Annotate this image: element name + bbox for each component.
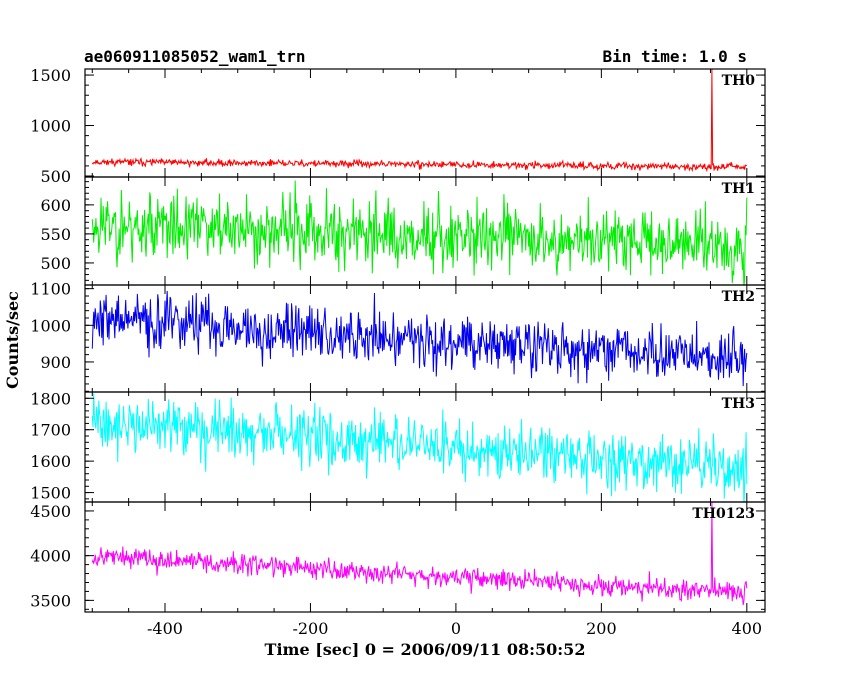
y-tick-label: 900 bbox=[40, 353, 71, 372]
y-tick-label: 1800 bbox=[30, 389, 71, 408]
series-line-th3 bbox=[91, 393, 748, 502]
y-tick-label: 3500 bbox=[30, 591, 71, 610]
series-line-th1 bbox=[91, 180, 748, 285]
x-axis: -400 -200 0 200 400 bbox=[147, 619, 762, 638]
x-tick-label: -200 bbox=[292, 619, 328, 638]
panel-label: TH1 bbox=[722, 181, 755, 197]
x-tick-label: -400 bbox=[147, 619, 183, 638]
panel-frame bbox=[84, 284, 766, 393]
x-tick-label: 200 bbox=[586, 619, 617, 638]
series-line-th2 bbox=[91, 290, 748, 387]
panel-th3: 1500 1600 1700 1800 TH3 bbox=[30, 389, 766, 503]
panel-frame bbox=[84, 501, 766, 613]
panel-label: TH0 bbox=[722, 73, 756, 89]
panels-layer: 500 1000 1500 TH0 500 550 600 TH1 900 1000 1100 TH2… bbox=[30, 66, 766, 638]
chart-title-right: Bin time: 1.0 s bbox=[603, 47, 748, 66]
y-tick-label: 1700 bbox=[30, 421, 71, 440]
panel-th0123: 3500 4000 4500 TH0123 bbox=[30, 501, 766, 613]
y-tick-label: 1500 bbox=[30, 484, 71, 503]
panel-th2: 900 1000 1100 TH2 bbox=[30, 280, 766, 393]
panel-label: TH3 bbox=[722, 396, 755, 412]
panel-label: TH0123 bbox=[692, 506, 755, 522]
y-tick-label: 1000 bbox=[30, 117, 71, 136]
y-tick-label: 600 bbox=[40, 196, 71, 215]
y-tick-label: 4500 bbox=[30, 502, 71, 521]
series-line-th0 bbox=[91, 69, 748, 173]
y-tick-label: 1100 bbox=[30, 280, 71, 299]
panel-th1: 500 550 600 TH1 bbox=[40, 176, 766, 286]
y-tick-label: 1600 bbox=[30, 452, 71, 471]
y-tick-label: 1000 bbox=[30, 316, 71, 335]
panel-label: TH2 bbox=[722, 289, 755, 305]
series-line-th0123 bbox=[91, 502, 748, 606]
y-tick-label: 550 bbox=[40, 225, 71, 244]
panel-th0: 500 1000 1500 TH0 bbox=[30, 66, 766, 186]
y-tick-label: 4000 bbox=[30, 547, 71, 566]
y-tick-label: 500 bbox=[40, 167, 71, 186]
chart-title-left: ae060911085052_wam1_trn bbox=[84, 47, 306, 66]
x-tick-label: 400 bbox=[732, 619, 763, 638]
x-tick-label: 0 bbox=[451, 619, 461, 638]
y-tick-label: 500 bbox=[40, 254, 71, 273]
y-axis-label: Counts/sec bbox=[3, 291, 22, 389]
x-axis-label: Time [sec] 0 = 2006/09/11 08:50:52 bbox=[265, 640, 586, 659]
y-tick-label: 1500 bbox=[30, 66, 71, 85]
